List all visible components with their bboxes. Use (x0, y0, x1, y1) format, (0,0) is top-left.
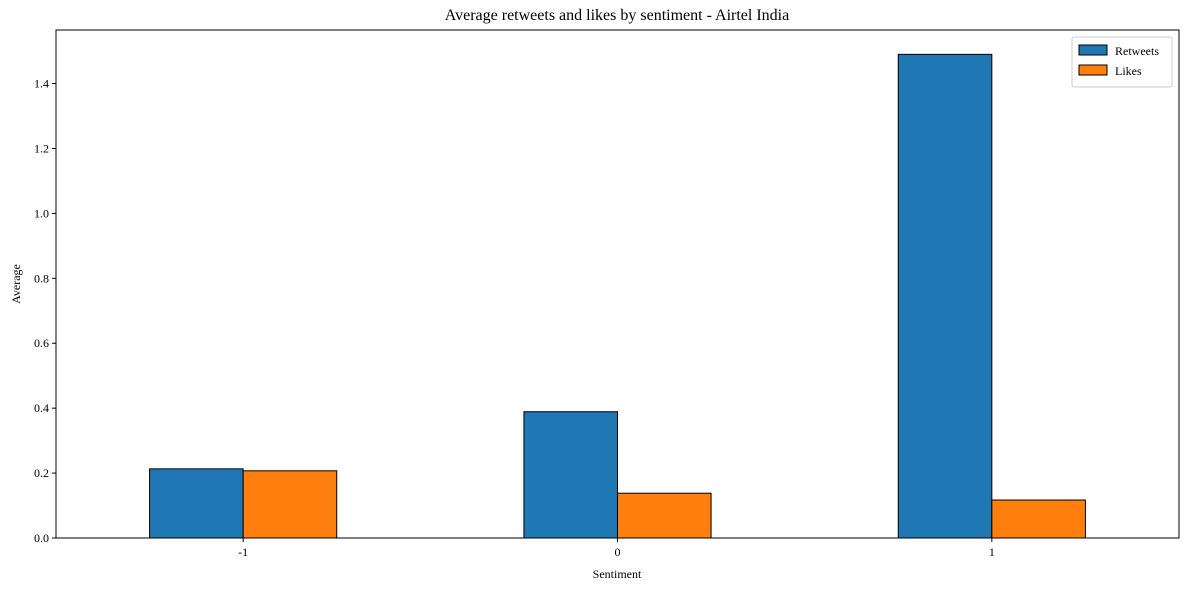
y-tick-label: 0.6 (34, 336, 49, 350)
chart-title: Average retweets and likes by sentiment … (445, 7, 789, 24)
bar-retweets-0 (523, 411, 619, 539)
bar-likes-0 (617, 492, 712, 539)
y-tick-label: 0.8 (34, 271, 49, 285)
legend-label-likes: Likes (1115, 64, 1142, 78)
y-tick-label: 1.4 (34, 77, 49, 91)
y-tick-label: 0.2 (34, 466, 49, 480)
x-axis-ticks: -1 0 1 (238, 538, 995, 559)
y-axis-ticks: 0.0 0.2 0.4 0.6 0.8 1.0 1.2 1.4 (34, 77, 56, 545)
legend: Retweets Likes (1071, 36, 1173, 88)
bar-likes--1 (242, 470, 338, 539)
legend-label-retweets: Retweets (1115, 44, 1159, 58)
y-tick-label: 1.2 (34, 141, 49, 155)
bar-retweets-1 (897, 53, 993, 539)
y-tick-label: 0.4 (34, 401, 49, 415)
bar-retweets--1 (149, 468, 244, 539)
legend-swatch-likes (1078, 64, 1108, 76)
x-tick-label: 0 (615, 545, 621, 559)
legend-swatch-retweets (1078, 44, 1108, 56)
y-axis-label: Average (9, 264, 23, 304)
x-tick-label: -1 (238, 545, 248, 559)
x-axis-label: Sentiment (593, 567, 642, 581)
y-tick-label: 1.0 (34, 206, 49, 220)
bars-group (149, 53, 1086, 539)
bar-likes-1 (991, 499, 1086, 539)
x-tick-label: 1 (989, 545, 995, 559)
y-tick-label: 0.0 (34, 531, 49, 545)
plot-frame (55, 29, 1180, 539)
